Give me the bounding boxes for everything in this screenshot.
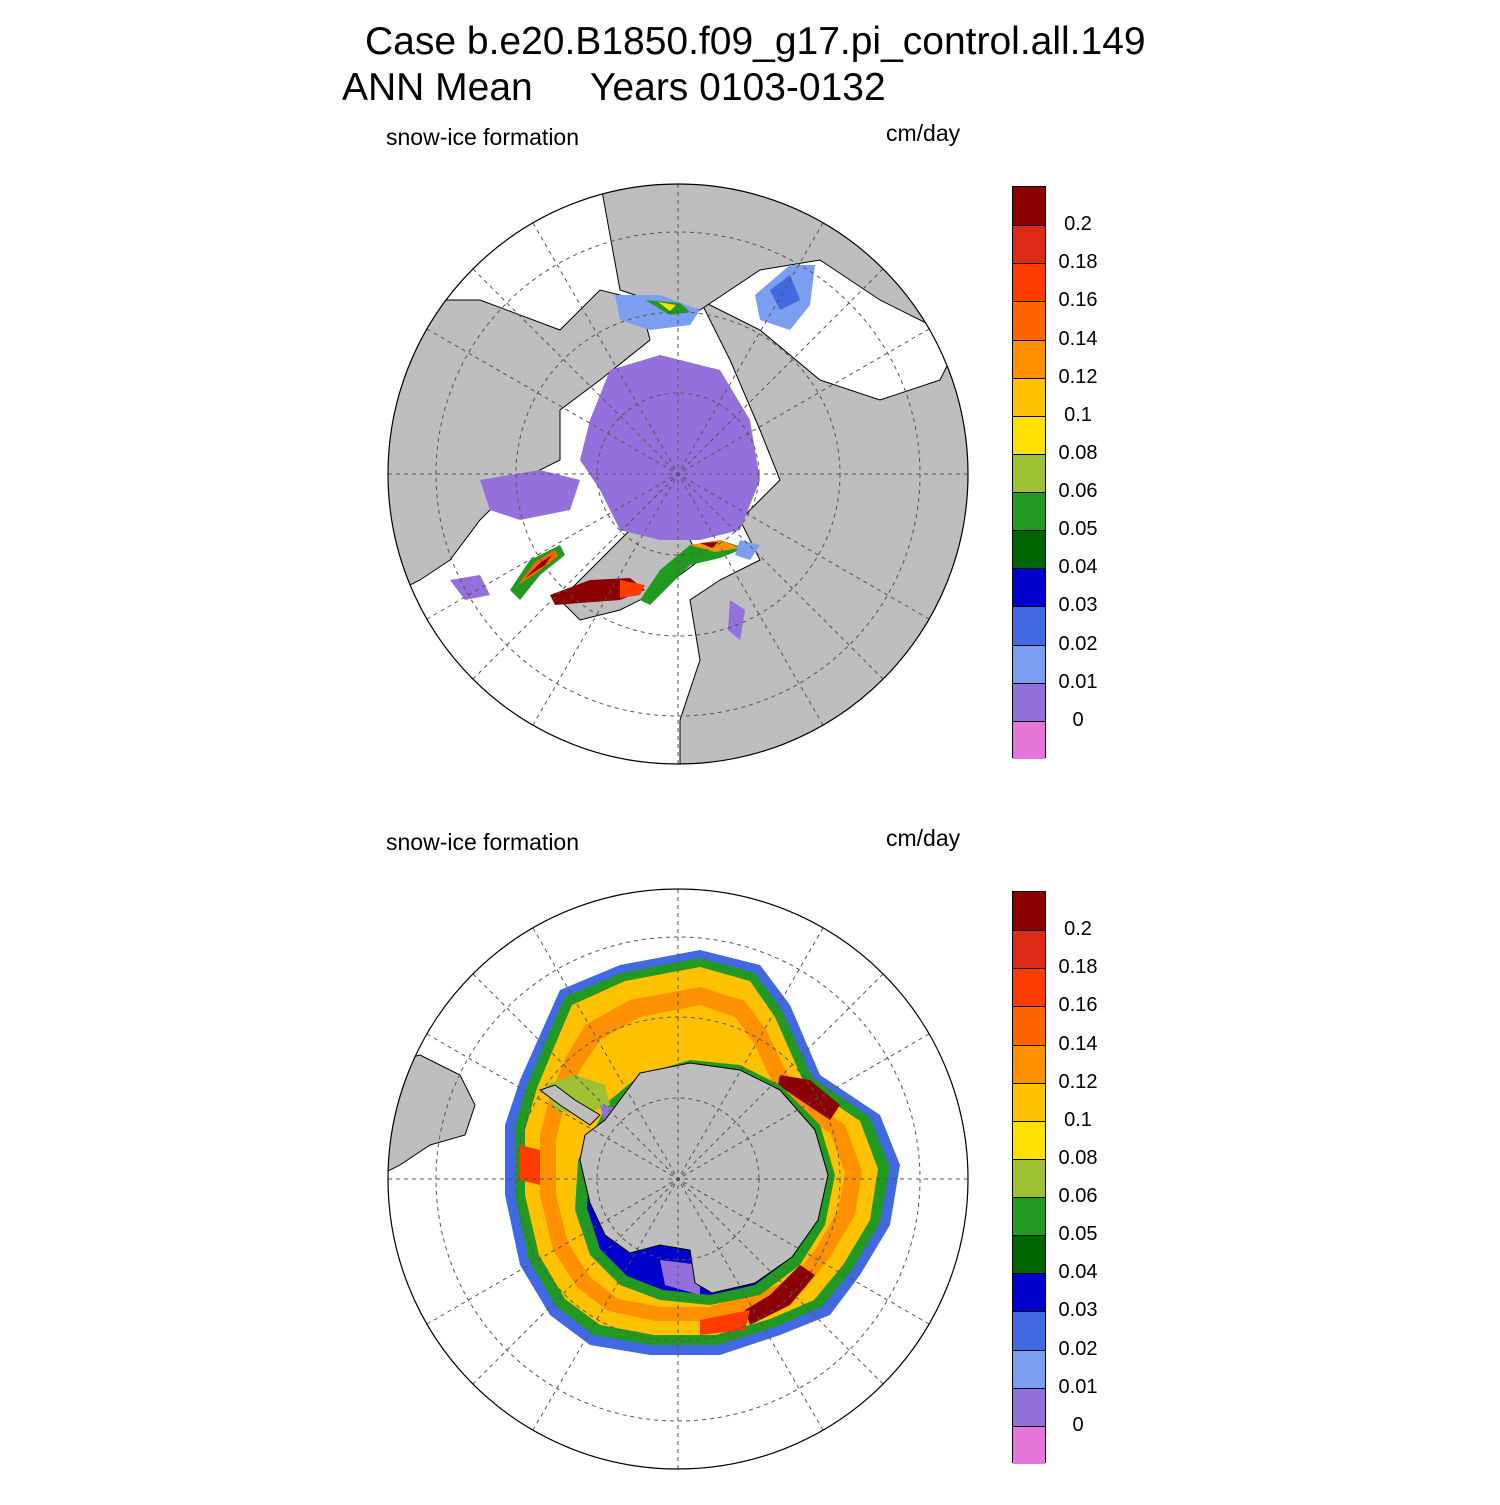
south-colorbar-tick-label: 0.14: [1058, 1032, 1098, 1055]
south-colorbar-swatch: [1013, 892, 1045, 931]
south-variable-label: snow-ice formation: [386, 829, 580, 855]
plot-title-case: Case b.e20.B1850.f09_g17.pi_control.all.…: [365, 20, 1146, 63]
plot-title-season: ANN Mean: [342, 66, 533, 109]
south-colorbar-swatch: [1013, 1311, 1045, 1350]
north-colorbar-tick-label: 0.02: [1058, 632, 1098, 655]
north-colorbar-tick-label: 0.2: [1064, 213, 1092, 236]
north-colorbar-tick-label: 0.18: [1058, 251, 1098, 274]
north-colorbar-tick-label: 0.01: [1058, 670, 1098, 693]
south-colorbar-tick-label: 0.1: [1064, 1108, 1092, 1131]
south-colorbar-swatch: [1013, 1425, 1045, 1464]
south-colorbar-tick-label: 0.2: [1064, 918, 1092, 941]
north-colorbar-tick-label: 0.16: [1058, 289, 1098, 312]
north-band-greenland-east: [640, 540, 745, 605]
north-colorbar-tick-label: 0: [1072, 708, 1084, 731]
south-colorbar-swatch: [1013, 1006, 1045, 1045]
south-units-label: cm/day: [886, 825, 961, 851]
south-colorbar: [1012, 891, 1046, 1464]
south-graticule: [388, 889, 968, 1469]
south-colorbar-swatch: [1013, 1120, 1045, 1159]
north-colorbar-tick-label: 0.08: [1058, 441, 1098, 464]
north-land-americas: [388, 289, 651, 601]
north-colorbar-tick-label: 0.06: [1058, 480, 1098, 503]
north-colorbar-swatch: [1013, 492, 1045, 531]
north-colorbar-tick-label: 0.14: [1058, 327, 1098, 350]
north-colorbar-swatch: [1013, 377, 1045, 416]
south-colorbar-tick-label: 0.05: [1058, 1223, 1098, 1246]
north-variable-label: snow-ice formation: [386, 124, 580, 150]
south-colorbar-tick-label: 0.16: [1058, 994, 1098, 1017]
south-colorbar-swatch: [1013, 1044, 1045, 1083]
north-colorbar-swatch: [1013, 606, 1045, 645]
south-colorbar-swatch: [1013, 1387, 1045, 1426]
north-colorbar-swatch: [1013, 720, 1045, 759]
north-colorbar: [1012, 186, 1046, 759]
north-colorbar-swatch: [1013, 568, 1045, 607]
north-colorbar-tick-label: 0.04: [1058, 556, 1098, 579]
north-colorbar-swatch: [1013, 415, 1045, 454]
south-colorbar-swatch: [1013, 1082, 1045, 1121]
north-sea-ice-arctic: [580, 355, 760, 540]
north-colorbar-swatch: [1013, 644, 1045, 683]
plot-title-years: Years 0103-0132: [590, 66, 886, 109]
north-colorbar-swatch: [1013, 301, 1045, 340]
south-colorbar-swatch: [1013, 1158, 1045, 1197]
south-hotspot-ross: [745, 1265, 815, 1325]
south-colorbar-tick-label: 0.12: [1058, 1070, 1098, 1093]
south-colorbar-tick-label: 0.06: [1058, 1185, 1098, 1208]
south-map-border: [387, 888, 969, 1470]
south-colorbar-swatch: [1013, 968, 1045, 1007]
south-colorbar-tick-label: 0.04: [1058, 1261, 1098, 1284]
north-polar-map: [0, 0, 1500, 765]
north-colorbar-swatch: [1013, 453, 1045, 492]
north-colorbar-swatch: [1013, 530, 1045, 569]
south-colorbar-swatch: [1013, 1235, 1045, 1274]
north-colorbar-swatch: [1013, 339, 1045, 378]
south-colorbar-swatch: [1013, 930, 1045, 969]
south-colorbar-tick-label: 0.02: [1058, 1337, 1098, 1360]
south-colorbar-swatch: [1013, 1197, 1045, 1236]
north-graticule: [388, 184, 968, 764]
north-colorbar-tick-label: 0.05: [1058, 518, 1098, 541]
south-colorbar-tick-label: 0.03: [1058, 1299, 1098, 1322]
north-colorbar-swatch: [1013, 187, 1045, 226]
north-units-label: cm/day: [886, 120, 961, 146]
north-colorbar-tick-label: 0.03: [1058, 594, 1098, 617]
north-colorbar-swatch: [1013, 682, 1045, 721]
south-colorbar-swatch: [1013, 1273, 1045, 1312]
north-colorbar-tick-label: 0.12: [1058, 365, 1098, 388]
north-colorbar-tick-label: 0.1: [1064, 403, 1092, 426]
south-colorbar-tick-label: 0.18: [1058, 956, 1098, 979]
south-land-antarctic-peninsula: [538, 1084, 601, 1126]
south-colorbar-swatch: [1013, 1349, 1045, 1388]
south-colorbar-tick-label: 0.08: [1058, 1146, 1098, 1169]
south-colorbar-tick-label: 0.01: [1058, 1375, 1098, 1398]
south-polar-map: [0, 705, 1500, 1470]
south-land-antarctica: [579, 1062, 829, 1294]
north-map-border: [387, 183, 969, 765]
north-sea-ice-hudson: [480, 470, 580, 520]
north-colorbar-swatch: [1013, 263, 1045, 302]
south-colorbar-tick-label: 0: [1072, 1413, 1084, 1436]
north-colorbar-swatch: [1013, 225, 1045, 264]
